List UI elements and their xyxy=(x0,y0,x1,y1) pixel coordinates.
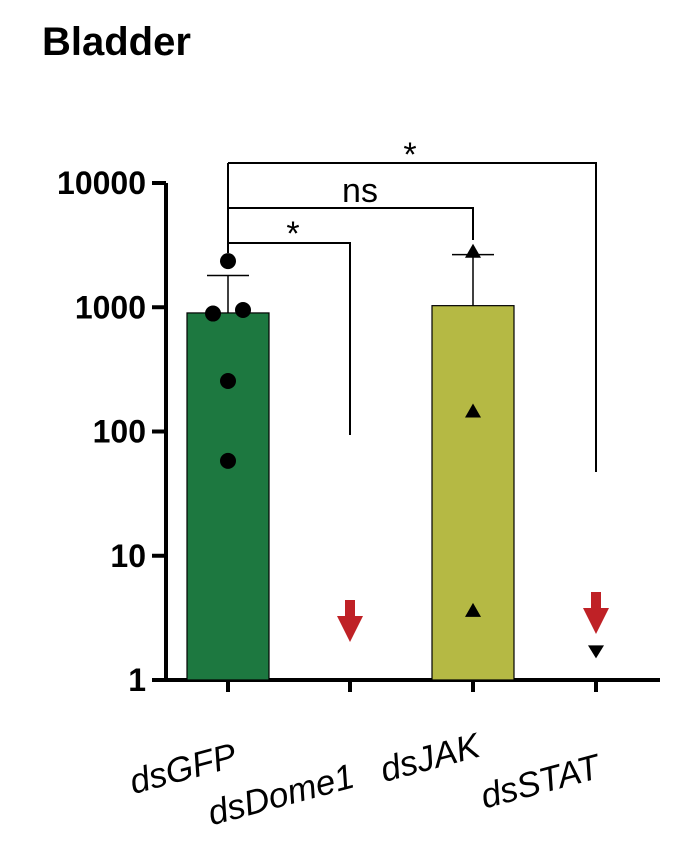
data-point xyxy=(465,243,481,258)
significance-bracket xyxy=(228,207,474,240)
significance-bracket xyxy=(228,242,351,435)
data-point xyxy=(465,403,481,418)
data-point xyxy=(220,253,236,270)
below-detection-arrow xyxy=(583,592,609,634)
category-label: dsSTAT xyxy=(476,747,606,817)
data-point xyxy=(220,452,236,469)
data-point xyxy=(588,645,604,659)
below-detection-arrow xyxy=(337,600,363,642)
chart-title: Bladder xyxy=(42,20,191,64)
y-tick-label: 1000 xyxy=(75,289,146,325)
y-tick-label: 100 xyxy=(93,414,146,450)
significance-bracket xyxy=(228,162,597,472)
category-label: dsJAK xyxy=(376,726,485,790)
y-tick-label: 10000 xyxy=(57,165,146,201)
bar-dsGFP xyxy=(186,312,270,681)
data-point xyxy=(220,372,236,389)
significance-label: * xyxy=(403,136,416,174)
data-point xyxy=(235,302,251,319)
data-point xyxy=(205,305,221,322)
significance-label: ns xyxy=(342,172,378,210)
data-point xyxy=(465,602,481,617)
y-tick-label: 1 xyxy=(128,662,146,698)
significance-label: * xyxy=(286,215,299,253)
bar-dsJAK xyxy=(431,305,515,681)
y-tick-label: 10 xyxy=(110,538,146,574)
